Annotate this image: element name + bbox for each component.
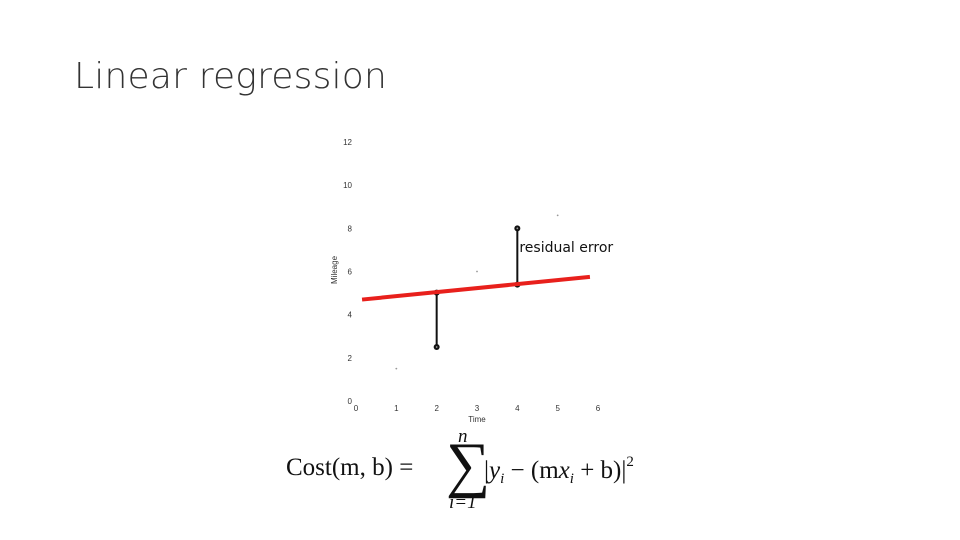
x-tick-label: 5 <box>555 404 560 413</box>
formula-tail: + b)| <box>573 457 627 484</box>
formula-x: x <box>558 457 570 484</box>
x-tick-label: 2 <box>434 404 439 413</box>
regression-line <box>361 274 591 302</box>
x-axis-label: Time <box>468 415 486 424</box>
slide-title: Linear regression <box>74 56 388 97</box>
data-point <box>556 214 559 217</box>
y-tick-label: 10 <box>343 181 352 190</box>
x-tick-label: 0 <box>354 404 359 413</box>
data-point <box>435 346 438 348</box>
abs-open: | <box>484 457 490 484</box>
x-tick-label: 1 <box>394 404 399 413</box>
sum-upper-limit: n <box>458 426 468 447</box>
data-point <box>395 367 398 370</box>
y-tick-label: 0 <box>348 397 353 406</box>
x-tick-label: 6 <box>596 404 601 413</box>
y-tick-label: 4 <box>348 311 353 320</box>
x-tick-label: 4 <box>515 404 520 413</box>
formula-sub-i-2: i <box>569 471 574 487</box>
formula-lhs: Cost(m, b) = <box>286 454 414 481</box>
formula-exponent: 2 <box>626 454 634 470</box>
sum-lower-limit: i=1 <box>449 492 477 513</box>
data-point <box>516 227 519 230</box>
y-tick-label: 8 <box>348 224 353 233</box>
y-tick-label: 6 <box>348 268 353 277</box>
data-point <box>476 270 478 273</box>
formula-y: y <box>489 457 501 484</box>
formula-sub-i-1: i <box>500 471 505 487</box>
regression-line-layer <box>361 274 591 302</box>
y-tick-label: 2 <box>348 354 353 363</box>
formula-body: |yi − (mxi + b)|2 <box>484 454 634 488</box>
y-axis-label: Mileage <box>330 255 339 284</box>
formula-mid: − (m <box>504 457 559 484</box>
data-points <box>395 214 559 370</box>
sigma-symbol: ∑ <box>446 431 491 499</box>
x-tick-label: 3 <box>475 404 480 413</box>
residual-error-annotation: residual error <box>519 240 613 256</box>
y-tick-label: 12 <box>343 138 352 147</box>
